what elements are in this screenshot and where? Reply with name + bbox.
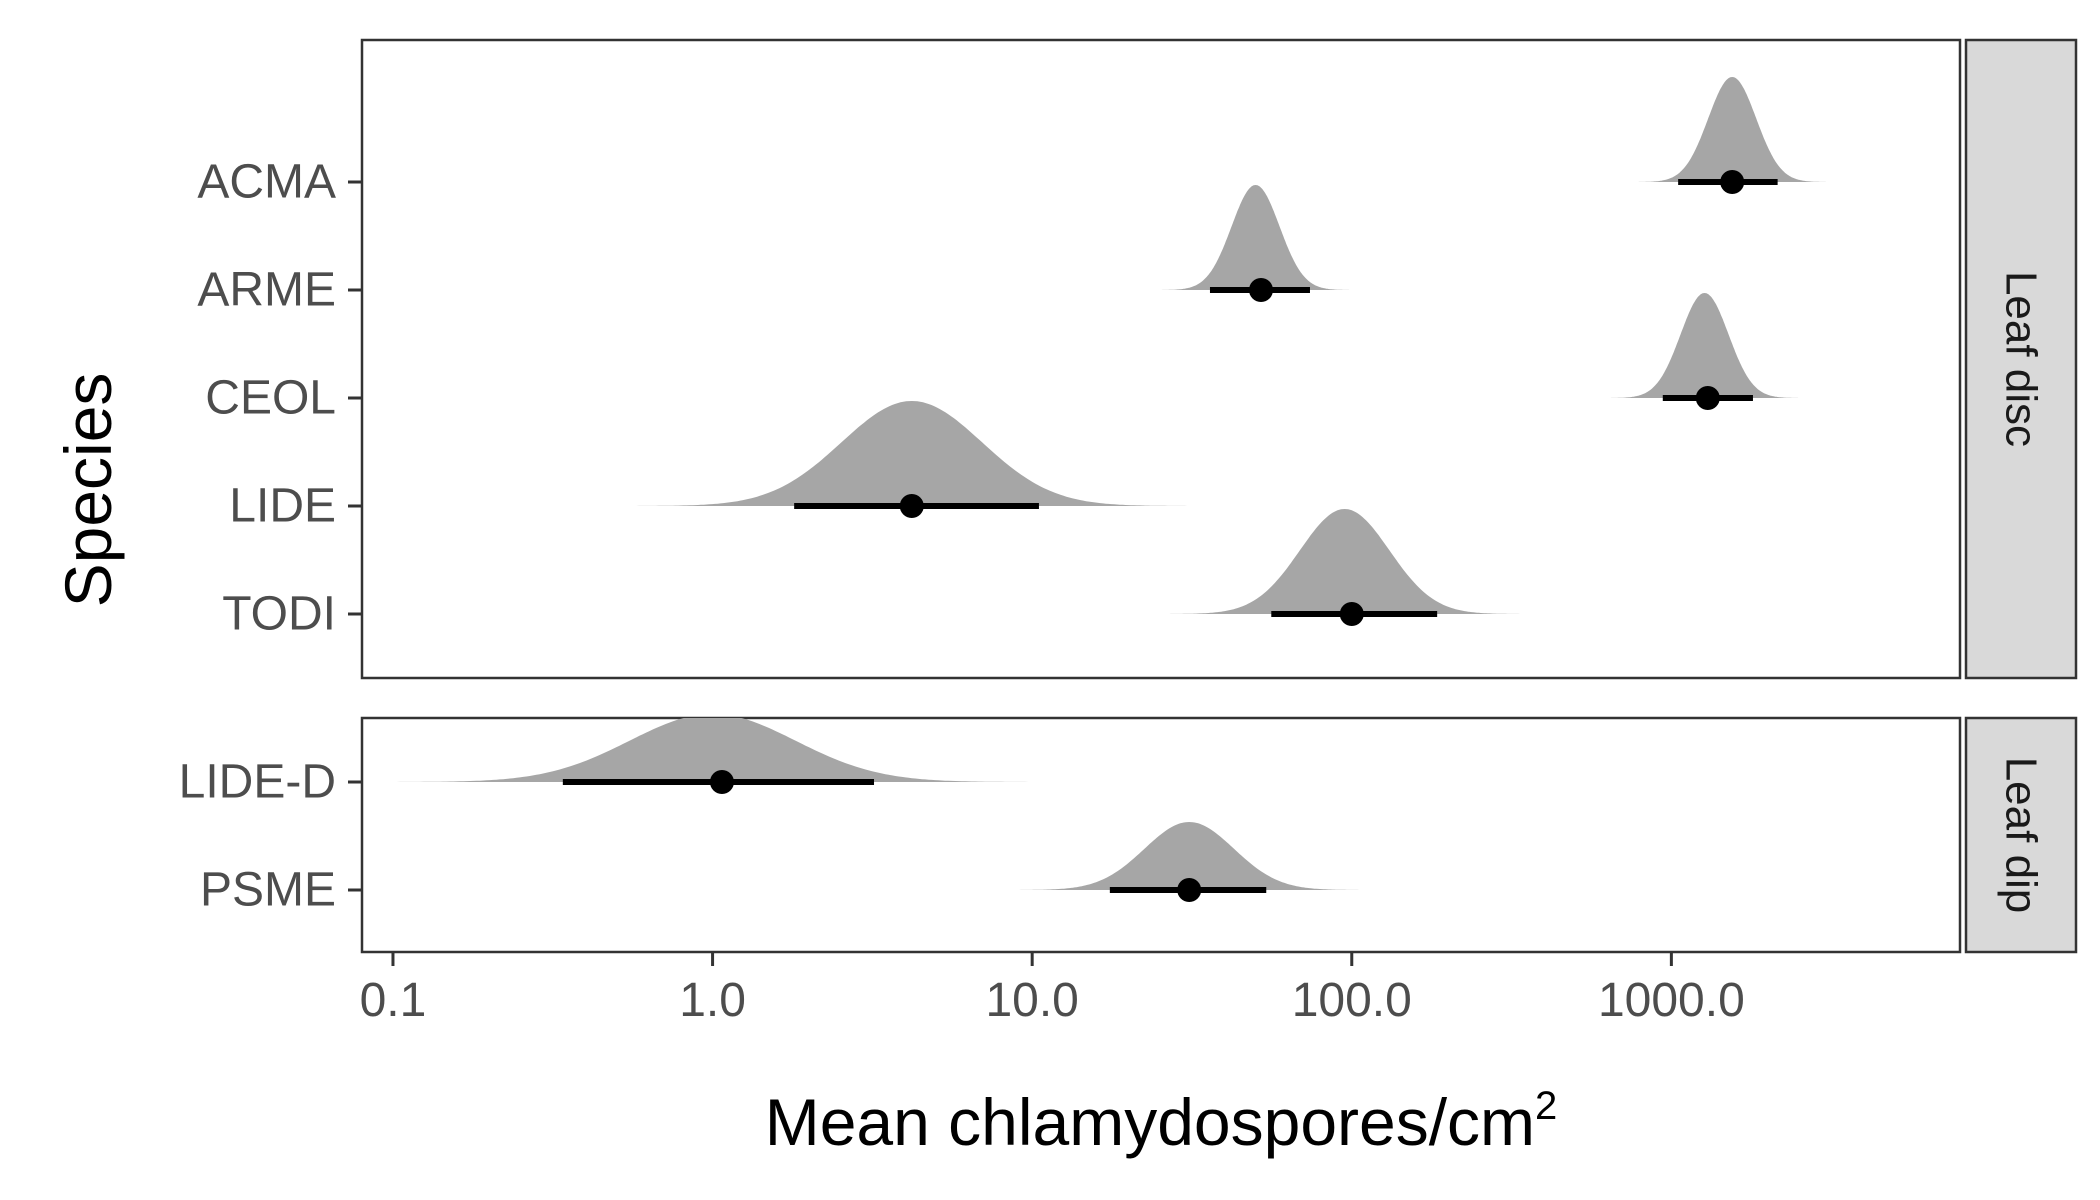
point-lide-d — [709, 770, 734, 794]
density-ceol — [1608, 293, 1801, 398]
y-tick-label: TODI — [222, 588, 336, 641]
y-tick-label: ACMA — [197, 156, 336, 209]
facet-strip-label: Leaf disc — [1997, 271, 2046, 447]
y-tick-label: LIDE — [229, 480, 336, 533]
facet-strip-label: Leaf dip — [1997, 757, 2046, 914]
point-todi — [1339, 602, 1364, 626]
facet-strip — [1964, 716, 2078, 954]
density-lide-d — [380, 718, 1045, 782]
y-tick-label: LIDE-D — [179, 756, 336, 809]
y-tick-label: CEOL — [205, 372, 336, 425]
x-tick-label: 0.1 — [360, 974, 427, 1027]
panel-2: Leaf dip LIDE-D PSME — [179, 716, 2078, 954]
point-lide — [899, 494, 924, 518]
y-axis-title: Species — [51, 373, 125, 608]
panels-layer: Leaf disc ACMA ARME CEOL LIDE TODI Leaf dip LID… — [179, 38, 2078, 954]
density-todi — [1165, 509, 1524, 614]
density-arme — [1159, 185, 1352, 290]
x-axis: 0.1 1.0 10.0 100.0 1000.0 — [360, 952, 1745, 1027]
x-axis-title: Mean chlamydospores/cm2 — [765, 1084, 1558, 1159]
point-psme — [1177, 878, 1202, 902]
density-acma — [1636, 77, 1829, 182]
panel-1: Leaf disc ACMA ARME CEOL LIDE TODI — [197, 38, 2078, 680]
densities — [630, 77, 1829, 614]
point-acma — [1720, 170, 1745, 194]
y-tick-label: PSME — [200, 864, 336, 917]
x-axis-title-text: Mean chlamydospores/cm — [765, 1085, 1535, 1159]
point-ceol — [1695, 386, 1720, 410]
density-lide — [630, 401, 1193, 506]
y-tick-label: ARME — [197, 264, 336, 317]
facet-strip — [1964, 38, 2078, 680]
point-arme — [1249, 278, 1274, 302]
x-axis-title-superscript: 2 — [1535, 1084, 1557, 1128]
densities — [380, 718, 1369, 890]
x-tick-label: 1.0 — [679, 974, 746, 1027]
x-tick-label: 1000.0 — [1598, 974, 1745, 1027]
x-tick-label: 100.0 — [1292, 974, 1412, 1027]
density-psme — [1010, 822, 1369, 890]
x-tick-label: 10.0 — [985, 974, 1078, 1027]
